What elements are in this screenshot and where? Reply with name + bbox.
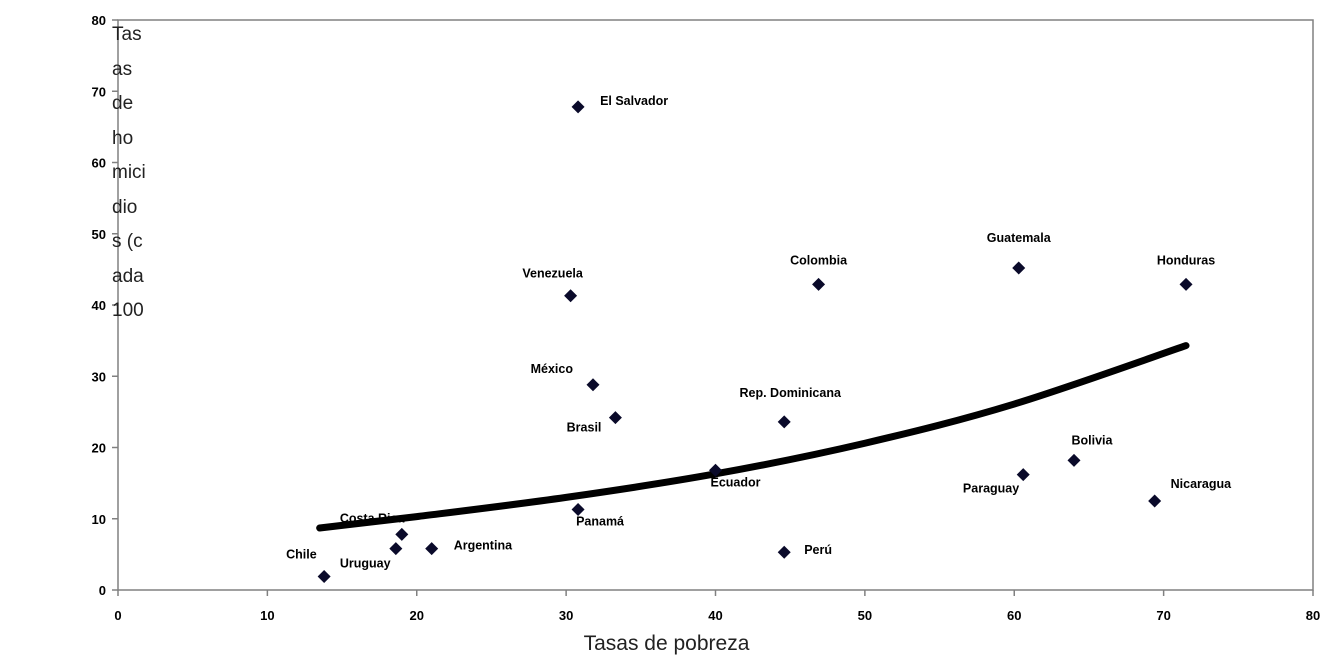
data-points xyxy=(317,100,1193,583)
x-tick-label: 80 xyxy=(1306,608,1320,623)
y-tick-label: 80 xyxy=(92,13,106,28)
x-axis-ticks: 0 10 20 30 40 50 60 70 80 xyxy=(114,590,1320,623)
x-tick-label: 40 xyxy=(708,608,722,623)
point-label: Chile xyxy=(286,547,317,561)
data-point xyxy=(777,545,791,559)
point-label: Panamá xyxy=(576,514,624,528)
y-tick-label: 0 xyxy=(99,583,106,598)
x-tick-label: 60 xyxy=(1007,608,1021,623)
data-point xyxy=(564,289,578,303)
point-label: Colombia xyxy=(790,253,848,267)
point-labels: El Salvador Venezuela Colombia Guatemala Hon… xyxy=(286,94,1232,571)
y-tick-label: 50 xyxy=(92,227,106,242)
x-tick-label: 70 xyxy=(1156,608,1170,623)
point-label: Uruguay xyxy=(340,557,391,571)
point-label: Argentina xyxy=(454,539,513,553)
data-point xyxy=(1067,453,1081,467)
data-point xyxy=(571,100,585,114)
data-point xyxy=(586,378,600,392)
x-tick-label: 10 xyxy=(260,608,274,623)
data-point xyxy=(1016,468,1030,482)
data-point xyxy=(395,527,409,541)
x-tick-label: 0 xyxy=(114,608,121,623)
y-axis-title: Tasas de homicidios (cada 100 xyxy=(112,24,146,321)
point-label: Costa Rica xyxy=(340,511,406,525)
data-point xyxy=(389,542,403,556)
plot-frame xyxy=(117,19,1314,591)
data-point xyxy=(812,277,826,291)
point-label: Honduras xyxy=(1157,253,1215,267)
data-point xyxy=(317,569,331,583)
y-tick-label: 20 xyxy=(92,441,106,456)
point-label: México xyxy=(531,362,574,376)
data-point xyxy=(425,542,439,556)
y-tick-label: 30 xyxy=(92,369,106,384)
point-label: Brasil xyxy=(567,421,602,435)
data-point xyxy=(709,463,722,477)
data-point xyxy=(608,411,622,425)
point-label: Guatemala xyxy=(987,231,1052,245)
x-tick-label: 30 xyxy=(559,608,573,623)
data-point xyxy=(1148,494,1162,508)
trendline xyxy=(316,342,1190,532)
x-tick-label: 50 xyxy=(858,608,872,623)
y-axis-ticks: 0 10 20 30 40 50 60 70 80 xyxy=(92,13,118,598)
y-tick-label: 10 xyxy=(92,512,106,527)
point-label: Nicaragua xyxy=(1171,477,1232,491)
y-tick-label: 60 xyxy=(92,156,106,171)
point-label: Rep. Dominicana xyxy=(740,386,842,400)
y-tick-label: 40 xyxy=(92,298,106,313)
y-tick-label: 70 xyxy=(92,84,106,99)
data-point xyxy=(777,415,791,429)
point-label: Perú xyxy=(804,543,832,557)
point-label: El Salvador xyxy=(600,94,668,108)
data-point xyxy=(571,502,585,516)
point-label: Ecuador xyxy=(710,475,760,489)
data-point xyxy=(1179,277,1193,291)
x-axis-title: Tasas de pobreza xyxy=(583,632,750,655)
point-label: Venezuela xyxy=(522,267,583,281)
point-label: Bolivia xyxy=(1072,433,1114,447)
x-tick-label: 20 xyxy=(410,608,424,623)
data-point xyxy=(1012,261,1026,275)
point-label: Paraguay xyxy=(963,482,1019,496)
